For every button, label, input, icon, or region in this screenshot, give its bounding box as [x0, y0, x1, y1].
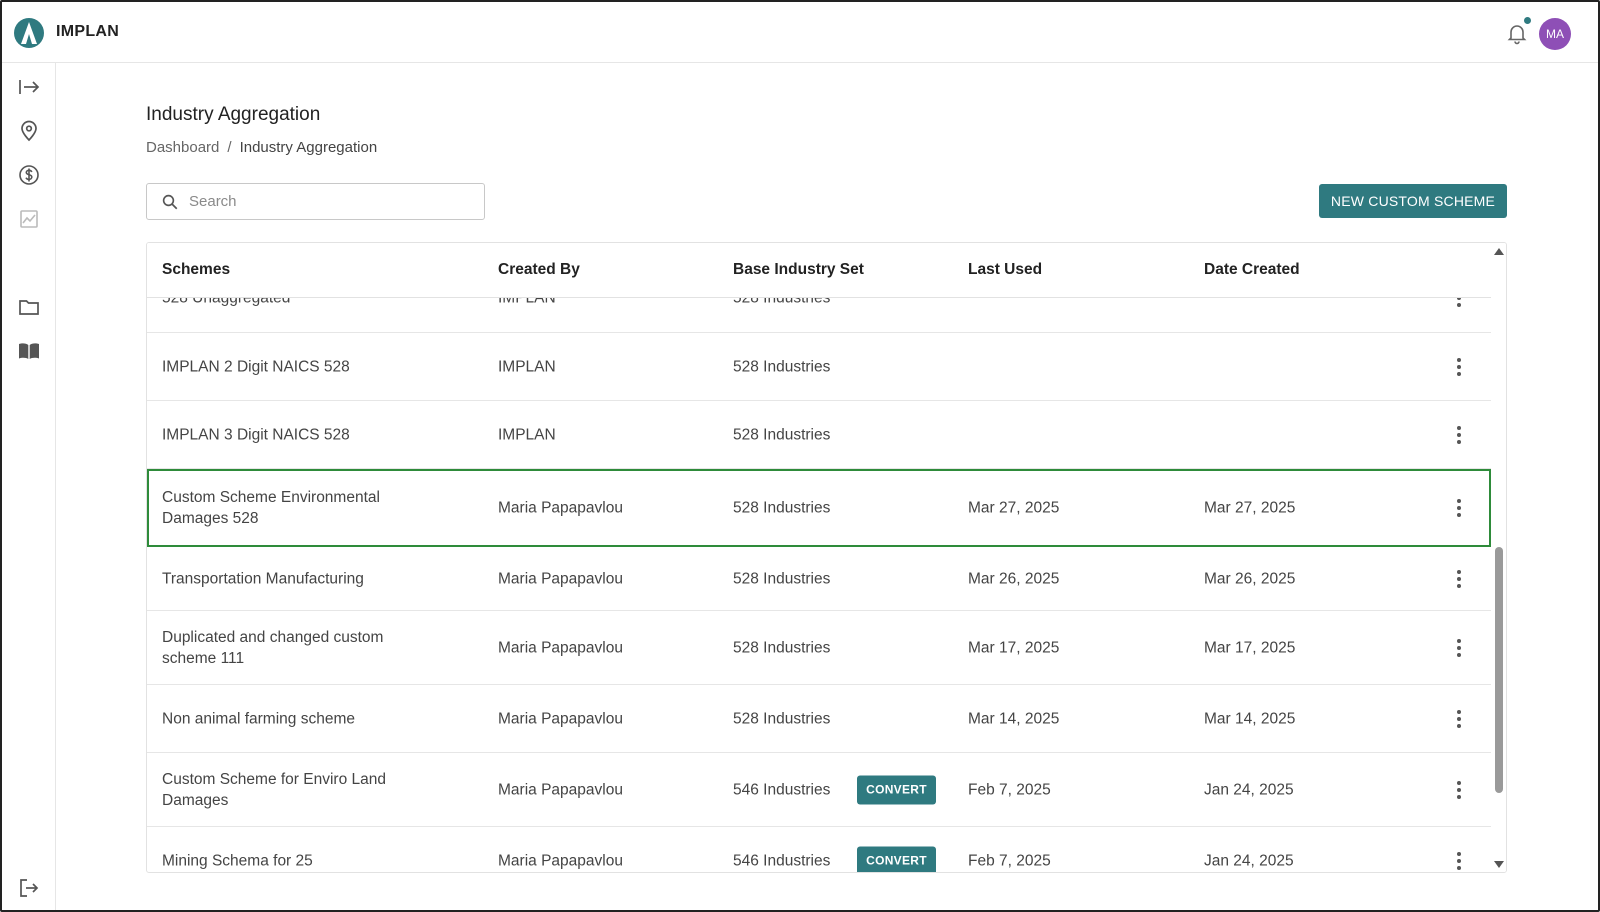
- cell-scheme-name: Custom Scheme for Enviro Land Damages: [162, 770, 386, 809]
- cell-scheme-name: Transportation Manufacturing: [162, 570, 364, 587]
- table-row[interactable]: Mining Schema for 25 Maria Papapavlou 546 …: [147, 827, 1491, 873]
- expand-sidebar-icon[interactable]: [17, 75, 41, 99]
- top-bar: IMPLAN MA: [0, 0, 1600, 63]
- cell-created-by: Maria Papapavlou: [498, 852, 623, 869]
- scroll-down-arrow-icon[interactable]: [1494, 861, 1504, 868]
- search-box: [146, 183, 485, 220]
- table-row[interactable]: Transportation Manufacturing Maria Papapa…: [147, 547, 1491, 611]
- column-header-last-used[interactable]: Last Used: [968, 261, 1043, 278]
- row-menu-kebab-icon[interactable]: [1449, 298, 1469, 310]
- cell-last-used: Mar 14, 2025: [968, 710, 1060, 727]
- cell-created-by: Maria Papapavlou: [498, 499, 623, 516]
- convert-button[interactable]: CONVERT: [857, 846, 936, 872]
- column-header-date-created[interactable]: Date Created: [1204, 261, 1300, 278]
- column-header-base-industry-set[interactable]: Base Industry Set: [733, 261, 864, 278]
- row-menu-kebab-icon[interactable]: [1449, 423, 1469, 447]
- table-scrollbar[interactable]: [1491, 243, 1506, 872]
- convert-button[interactable]: CONVERT: [857, 775, 936, 804]
- notification-dot: [1524, 17, 1531, 24]
- schemes-table: Schemes Created By Base Industry Set Las…: [146, 242, 1507, 873]
- cell-base-industry-set: 528 Industries: [733, 499, 831, 516]
- cell-date-created: Mar 17, 2025: [1204, 639, 1296, 656]
- page-title: Industry Aggregation: [146, 104, 321, 125]
- cell-last-used: Feb 7, 2025: [968, 781, 1051, 798]
- cell-created-by: Maria Papapavlou: [498, 639, 623, 656]
- scrollbar-thumb[interactable]: [1495, 547, 1503, 793]
- cell-date-created: Jan 24, 2025: [1204, 852, 1294, 869]
- cell-base-industry-set: 528 Industries: [733, 570, 831, 587]
- cell-date-created: Mar 27, 2025: [1204, 499, 1296, 516]
- cell-last-used: Mar 26, 2025: [968, 570, 1060, 587]
- cell-base-industry-set: 528 Industries: [733, 358, 831, 375]
- chart-icon[interactable]: [17, 207, 41, 231]
- cell-created-by: Maria Papapavlou: [498, 710, 623, 727]
- cell-base-industry-set: 546 Industries: [733, 781, 831, 798]
- cell-created-by: IMPLAN: [498, 358, 556, 375]
- table-rows: 528 Unaggregated IMPLAN 528 Industries IMPL…: [147, 298, 1491, 873]
- location-pin-icon[interactable]: [17, 119, 41, 143]
- table-row[interactable]: Non animal farming scheme Maria Papapavlo…: [147, 685, 1491, 753]
- cell-scheme-name: Mining Schema for 25: [162, 852, 313, 869]
- row-menu-kebab-icon[interactable]: [1449, 496, 1469, 520]
- sidebar: [0, 63, 56, 912]
- table-row[interactable]: IMPLAN 2 Digit NAICS 528 IMPLAN 528 Indust…: [147, 333, 1491, 401]
- cell-created-by: IMPLAN: [498, 426, 556, 443]
- cell-scheme-name: IMPLAN 2 Digit NAICS 528: [162, 358, 350, 375]
- implan-logo-icon: [14, 18, 44, 48]
- dollar-icon[interactable]: [17, 163, 41, 187]
- cell-last-used: Feb 7, 2025: [968, 852, 1051, 869]
- cell-last-used: Mar 27, 2025: [968, 499, 1060, 516]
- breadcrumb-dashboard-link[interactable]: Dashboard: [146, 139, 220, 156]
- table-body: 528 Unaggregated IMPLAN 528 Industries IMPL…: [147, 298, 1491, 873]
- new-custom-scheme-button[interactable]: NEW CUSTOM SCHEME: [1319, 184, 1507, 218]
- table-row[interactable]: Custom Scheme for Enviro Land Damages Mar…: [147, 753, 1491, 827]
- cell-date-created: Mar 14, 2025: [1204, 710, 1296, 727]
- column-header-created-by[interactable]: Created By: [498, 261, 580, 278]
- table-header: Schemes Created By Base Industry Set Las…: [147, 243, 1491, 298]
- cell-scheme-name: Non animal farming scheme: [162, 710, 355, 727]
- row-menu-kebab-icon[interactable]: [1449, 849, 1469, 873]
- cell-date-created: Mar 26, 2025: [1204, 570, 1296, 587]
- cell-base-industry-set: 528 Industries: [733, 298, 831, 307]
- table-row[interactable]: Duplicated and changed custom scheme 111…: [147, 611, 1491, 685]
- cell-created-by: Maria Papapavlou: [498, 781, 623, 798]
- user-avatar[interactable]: MA: [1539, 18, 1571, 50]
- scroll-up-arrow-icon[interactable]: [1494, 248, 1504, 255]
- table-row[interactable]: IMPLAN 3 Digit NAICS 528 IMPLAN 528 Indust…: [147, 401, 1491, 469]
- folder-icon[interactable]: [17, 295, 41, 319]
- cell-scheme-name: Custom Scheme Environmental Damages 528: [162, 488, 380, 527]
- cell-created-by: Maria Papapavlou: [498, 570, 623, 587]
- cell-date-created: Jan 24, 2025: [1204, 781, 1294, 798]
- column-header-schemes[interactable]: Schemes: [162, 261, 231, 278]
- logout-icon[interactable]: [17, 876, 41, 900]
- cell-base-industry-set: 546 Industries: [733, 852, 831, 869]
- breadcrumb-separator: /: [227, 139, 232, 156]
- cell-created-by: IMPLAN: [498, 298, 556, 307]
- cell-last-used: Mar 17, 2025: [968, 639, 1060, 656]
- cell-scheme-name: IMPLAN 3 Digit NAICS 528: [162, 426, 350, 443]
- cell-scheme-name: Duplicated and changed custom scheme 111: [162, 628, 384, 667]
- cell-scheme-name: 528 Unaggregated: [162, 298, 291, 307]
- search-icon: [162, 194, 178, 210]
- book-icon[interactable]: [17, 339, 41, 363]
- app-name: IMPLAN: [56, 23, 120, 40]
- row-menu-kebab-icon[interactable]: [1449, 778, 1469, 802]
- table-row[interactable]: Custom Scheme Environmental Damages 528 M…: [147, 469, 1491, 547]
- table-row[interactable]: 528 Unaggregated IMPLAN 528 Industries: [147, 298, 1491, 333]
- breadcrumb: Dashboard / Industry Aggregation: [146, 139, 377, 156]
- search-input[interactable]: [189, 184, 479, 219]
- cell-base-industry-set: 528 Industries: [733, 639, 831, 656]
- cell-base-industry-set: 528 Industries: [733, 710, 831, 727]
- cell-base-industry-set: 528 Industries: [733, 426, 831, 443]
- breadcrumb-current: Industry Aggregation: [239, 139, 378, 156]
- row-menu-kebab-icon[interactable]: [1449, 707, 1469, 731]
- row-menu-kebab-icon[interactable]: [1449, 355, 1469, 379]
- row-menu-kebab-icon[interactable]: [1449, 636, 1469, 660]
- notification-bell-icon[interactable]: [1505, 21, 1529, 45]
- row-menu-kebab-icon[interactable]: [1449, 567, 1469, 591]
